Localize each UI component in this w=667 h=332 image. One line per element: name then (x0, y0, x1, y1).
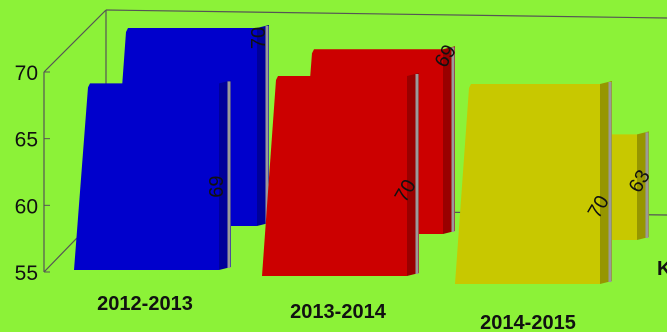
bar-face (74, 83, 219, 270)
data-label-back: 70 (248, 27, 270, 49)
bars (74, 25, 649, 284)
bar-face (262, 76, 407, 276)
data-label-front: 69 (206, 176, 228, 198)
bar-2013-2014-row0 (262, 73, 419, 276)
category-label: 2012-2013 (97, 293, 193, 315)
cut-off-label: K (657, 258, 667, 280)
back-wall-top-edge (105, 9, 667, 19)
category-labels: 2012-2013 2013-2014 2014-2015 (97, 293, 576, 332)
y-axis: 55 60 65 70 (15, 62, 50, 285)
y-tick-label: 70 (15, 62, 38, 85)
bar-2012-2013-row0 (74, 80, 231, 270)
side-wall-top-edge (43, 9, 107, 73)
y-tick-label: 65 (15, 129, 38, 152)
category-label: 2013-2014 (290, 301, 387, 323)
y-tick-label: 55 (15, 262, 38, 285)
bar-2014-2015-row0 (455, 81, 612, 284)
category-label: 2014-2015 (480, 312, 576, 332)
bar-face (455, 84, 600, 284)
y-tick-label: 60 (15, 195, 38, 218)
